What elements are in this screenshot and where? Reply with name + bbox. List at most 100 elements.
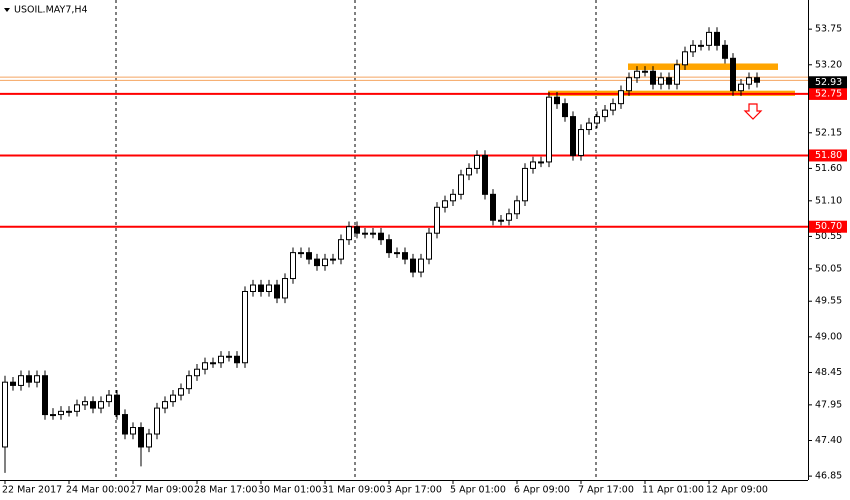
candle-body [58,410,64,416]
candle-body [418,258,424,273]
candle-body [362,232,368,235]
candle-body [634,70,640,79]
candle-body [162,401,168,409]
candle-body [466,167,472,176]
candle-body [82,401,88,406]
candle-body [98,401,104,409]
candle-body [594,116,600,124]
x-tick-label: 5 Apr 01:00 [450,485,506,496]
candle-body [258,284,264,292]
candle-body [538,161,544,164]
candle-body [642,70,648,73]
candle-body [106,394,112,403]
candle-body [530,161,536,169]
title-arrow [4,8,10,12]
candle-body [322,258,328,267]
candle-body [746,77,752,85]
candle-body [626,77,632,92]
x-tick-label: 30 Mar 01:00 [258,485,321,496]
candle-body [458,174,464,195]
last-price-label: 52.93 [815,77,842,88]
x-tick-label: 7 Apr 17:00 [578,485,634,496]
last-price-box [809,76,847,89]
candle-body [554,96,560,105]
candle-body [10,381,16,386]
candle-body [450,193,456,202]
candle-body [170,394,176,403]
candle-body [522,167,528,202]
candle-body [338,239,344,260]
candle-body [34,375,40,383]
candle-body [226,355,232,358]
level-label-box [809,149,847,162]
candle-body [498,219,504,222]
candle-body [386,239,392,254]
y-tick-label: 51.60 [815,163,842,174]
x-tick-label: 27 Mar 09:00 [130,485,193,496]
y-tick-label: 50.05 [815,263,842,274]
candle-body [18,375,24,386]
candle-body [266,284,272,292]
candle-body [306,252,312,260]
x-tick-label: 11 Apr 01:00 [642,485,704,496]
candle-body [474,154,480,169]
candle-body [730,57,736,92]
candle-body [186,375,192,390]
candle-body [650,70,656,85]
candle-body [242,290,248,364]
candle-body [282,278,288,299]
candle-body [506,213,512,221]
chart-title: USOIL.MAY7,H4 [14,5,88,16]
candle-body [2,381,8,448]
candle-body [722,44,728,59]
level-label-box [809,220,847,233]
candle-body [26,375,32,383]
candle-body [514,200,520,215]
candle-body [114,394,120,416]
plot-layer [0,0,808,480]
level-label: 50.70 [815,221,842,232]
candle-body [738,83,744,92]
resistance-zone [628,63,778,70]
candle-body [66,410,72,413]
candle-body [154,407,160,435]
candle-body [290,252,296,280]
candle-body [410,258,416,273]
candle-body [442,200,448,208]
candle-body [298,252,304,255]
candle-body [74,404,80,412]
candle-body [346,226,352,241]
candle-body [698,44,704,47]
x-tick-label: 12 Apr 09:00 [706,485,768,496]
candle-body [426,232,432,260]
candle-body [234,355,240,364]
candle-body [690,44,696,53]
candle-body [250,284,256,292]
candle-body [330,258,336,261]
x-tick-label: 24 Mar 00:00 [66,485,129,496]
x-tick-label: 31 Mar 09:00 [322,485,385,496]
y-tick-label: 53.75 [815,24,842,35]
level-label: 52.75 [815,88,842,99]
candle-body [378,232,384,241]
candle-body [546,96,552,163]
y-tick-label: 49.55 [815,296,842,307]
candle-body [314,258,320,267]
candle-body [122,414,128,435]
x-tick-label: 3 Apr 17:00 [386,485,442,496]
candle-body [682,51,688,66]
y-tick-label: 53.20 [815,59,842,70]
down-arrow [743,103,763,120]
candle-body [482,154,488,195]
candle-body [354,226,360,234]
candle-body [402,252,408,260]
candle-body [274,284,280,299]
candle-body [586,122,592,131]
y-tick-label: 47.40 [815,435,842,446]
y-tick-label: 46.85 [815,471,842,482]
candle-body [706,31,712,46]
candle-body [194,368,200,377]
candle-body [146,433,152,448]
